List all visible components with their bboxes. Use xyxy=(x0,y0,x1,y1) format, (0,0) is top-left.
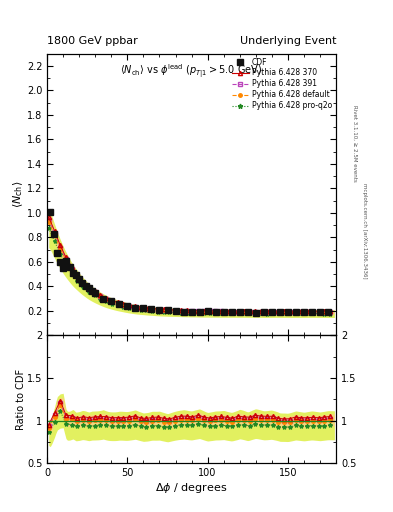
Text: 1800 GeV ppbar: 1800 GeV ppbar xyxy=(47,36,138,46)
Text: Rivet 3.1.10, ≥ 2.5M events: Rivet 3.1.10, ≥ 2.5M events xyxy=(352,105,357,182)
Y-axis label: Ratio to CDF: Ratio to CDF xyxy=(16,369,26,430)
Text: $\langle N_\mathrm{ch}\rangle$ vs $\phi^\mathrm{lead}$ $(p_{T|1} > 5.0$ GeV$)$: $\langle N_\mathrm{ch}\rangle$ vs $\phi^… xyxy=(120,62,263,80)
X-axis label: $\Delta\phi$ / degrees: $\Delta\phi$ / degrees xyxy=(156,481,228,495)
Text: mcplots.cern.ch [arXiv:1306.3436]: mcplots.cern.ch [arXiv:1306.3436] xyxy=(362,183,367,278)
Legend: CDF, Pythia 6.428 370, Pythia 6.428 391, Pythia 6.428 default, Pythia 6.428 pro-: CDF, Pythia 6.428 370, Pythia 6.428 391,… xyxy=(231,56,334,112)
Text: Underlying Event: Underlying Event xyxy=(239,36,336,46)
Y-axis label: $\langle N_\mathrm{ch}\rangle$: $\langle N_\mathrm{ch}\rangle$ xyxy=(12,181,26,208)
